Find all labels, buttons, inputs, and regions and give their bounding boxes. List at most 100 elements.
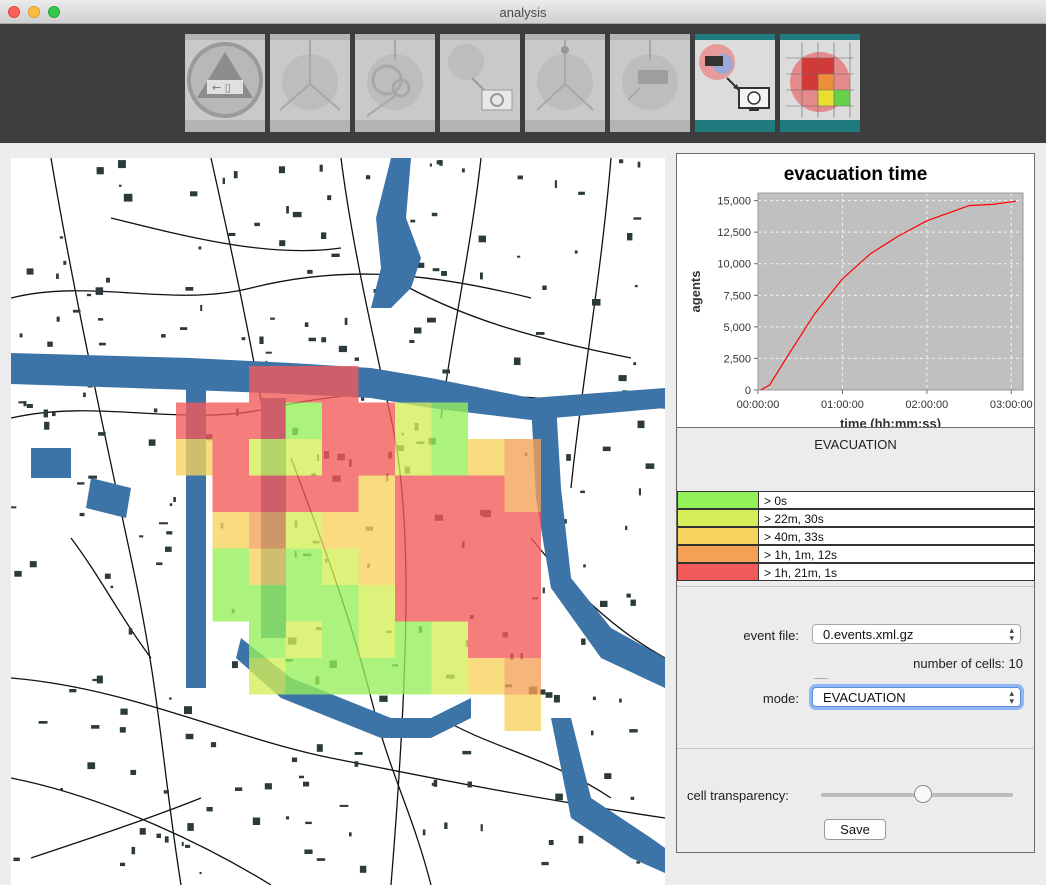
heatmap-cell bbox=[504, 694, 541, 731]
heatmap-cell bbox=[395, 512, 432, 549]
heatmap-cell bbox=[285, 548, 322, 585]
heatmap-cell bbox=[212, 512, 249, 549]
heatmap-cell bbox=[468, 548, 505, 585]
heatmap-cell bbox=[285, 402, 322, 439]
heatmap-cell bbox=[322, 475, 359, 512]
bus-stop-tool-button[interactable] bbox=[610, 34, 690, 132]
heatmap-cell bbox=[504, 585, 541, 622]
heatmap-cell bbox=[212, 439, 249, 476]
heatmap-cell bbox=[468, 658, 505, 695]
network-icon bbox=[279, 40, 341, 111]
heatmap-cell bbox=[322, 621, 359, 658]
road-closure-icon bbox=[536, 40, 594, 111]
heatmap-cell bbox=[431, 439, 468, 476]
legend-row: > 22m, 30s bbox=[677, 509, 1035, 527]
heatmap-cell bbox=[285, 475, 322, 512]
mode-label: mode: bbox=[762, 691, 799, 706]
legend-row: > 0s bbox=[677, 491, 1035, 509]
select-arrows-icon: ▴ ▾ bbox=[1009, 625, 1014, 643]
heatmap-cell bbox=[431, 621, 468, 658]
population-tool-button[interactable] bbox=[355, 34, 435, 132]
y-tick-label: 10,000 bbox=[717, 259, 751, 271]
population-icon bbox=[366, 40, 423, 117]
heatmap-cell bbox=[249, 585, 286, 622]
heatmap-cell bbox=[285, 621, 322, 658]
heatmap-cell bbox=[249, 658, 286, 695]
heatmap-cell bbox=[285, 439, 322, 476]
heatmap-cell bbox=[322, 366, 359, 403]
legend-label: > 1h, 21m, 1s bbox=[759, 563, 1035, 581]
heatmap-cell bbox=[395, 402, 432, 439]
heatmap-cell bbox=[212, 585, 249, 622]
cell-transparency-slider-thumb[interactable] bbox=[913, 785, 932, 803]
evacuation-time-chart: evacuation time 00:00:00 01:00:00 02:00:00… bbox=[676, 153, 1035, 427]
exit-sign-icon: ← ▯ bbox=[187, 42, 263, 118]
heatmap-cell bbox=[249, 621, 286, 658]
heatmap-cell bbox=[285, 658, 322, 695]
heatmap-cell bbox=[358, 402, 395, 439]
y-tick-label: 12,500 bbox=[717, 227, 751, 239]
heatmap-cell bbox=[468, 585, 505, 622]
mode-select[interactable]: EVACUATION ▴ ▾ bbox=[812, 687, 1021, 707]
minimize-window-button[interactable] bbox=[28, 6, 40, 18]
event-file-value: 0.events.xml.gz bbox=[823, 627, 914, 642]
simulation-export-tool-button[interactable] bbox=[440, 34, 520, 132]
heatmap-cell bbox=[249, 548, 286, 585]
heatmap-cell bbox=[249, 366, 286, 403]
select-arrows-icon: ▴ ▾ bbox=[1009, 688, 1014, 706]
bus-icon bbox=[622, 40, 678, 110]
heatmap-cell bbox=[285, 512, 322, 549]
x-tick-label: 02:00:00 bbox=[905, 399, 948, 411]
analysis-grid-icon bbox=[786, 42, 854, 118]
x-tick-label: 00:00:00 bbox=[737, 399, 780, 411]
analysis-grid-tool-button[interactable] bbox=[780, 34, 860, 132]
event-file-select[interactable]: 0.events.xml.gz ▴ ▾ bbox=[812, 624, 1021, 644]
legend-color-swatch bbox=[677, 509, 759, 527]
heatmap-cell bbox=[212, 475, 249, 512]
y-axis-label: agents bbox=[688, 271, 703, 313]
evacuation-area-tool-button[interactable]: ← ▯ bbox=[185, 34, 265, 132]
heatmap-cell bbox=[395, 475, 432, 512]
heatmap-cell bbox=[249, 439, 286, 476]
heatmap-cell bbox=[358, 658, 395, 695]
heatmap-cell bbox=[468, 621, 505, 658]
heatmap-cell bbox=[395, 548, 432, 585]
map-canvas[interactable] bbox=[11, 158, 665, 885]
close-window-button[interactable] bbox=[8, 6, 20, 18]
plot-border bbox=[757, 192, 1024, 391]
heatmap-cell bbox=[358, 439, 395, 476]
cell-transparency-label: cell transparency: bbox=[687, 788, 789, 803]
heatmap-cell bbox=[504, 439, 541, 476]
heatmap-cell bbox=[358, 548, 395, 585]
heatmap-cell bbox=[504, 658, 541, 695]
cells-slider-stub[interactable] bbox=[814, 678, 828, 681]
event-file-label: event file: bbox=[743, 628, 799, 643]
save-button[interactable]: Save bbox=[824, 819, 886, 840]
heatmap-cell bbox=[504, 512, 541, 549]
maximize-window-button[interactable] bbox=[48, 6, 60, 18]
heatmap-cell bbox=[322, 512, 359, 549]
heatmap-cell bbox=[431, 402, 468, 439]
heatmap-cell bbox=[431, 475, 468, 512]
plot-background bbox=[758, 193, 1023, 390]
heatmap-cell bbox=[322, 548, 359, 585]
heatmap-cell bbox=[395, 658, 432, 695]
legend-label: > 22m, 30s bbox=[759, 509, 1035, 527]
separator bbox=[677, 586, 1034, 587]
heatmap-cell bbox=[358, 621, 395, 658]
heatmap-cell bbox=[212, 548, 249, 585]
heatmap-cell bbox=[395, 439, 432, 476]
road-closure-tool-button[interactable] bbox=[525, 34, 605, 132]
heatmap-cell bbox=[431, 585, 468, 622]
heatmap-cell bbox=[504, 475, 541, 512]
legend-title: EVACUATION bbox=[814, 437, 897, 452]
y-tick-label: 2,500 bbox=[723, 353, 751, 365]
heatmap-cell bbox=[212, 402, 249, 439]
simulation-run-tool-button[interactable] bbox=[695, 34, 775, 132]
heatmap-cell bbox=[468, 512, 505, 549]
window-title: analysis bbox=[499, 5, 547, 20]
map-view[interactable] bbox=[11, 158, 665, 885]
heatmap-cell bbox=[322, 402, 359, 439]
network-tool-button[interactable] bbox=[270, 34, 350, 132]
chart-plot: 00:00:00 01:00:00 02:00:00 03:00:00 0 2,500 5,… bbox=[688, 192, 1033, 427]
